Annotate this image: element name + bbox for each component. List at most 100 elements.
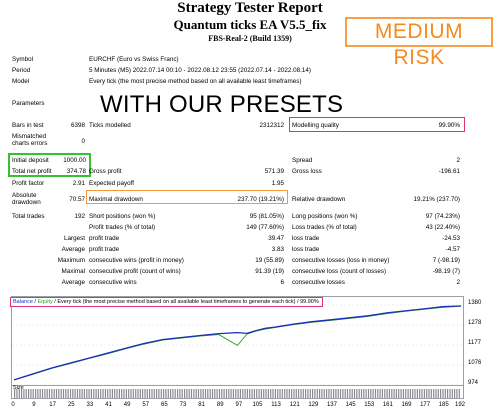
average-loss-trade-value: -4.57 [445,246,460,253]
x-tick-label: 169 [401,402,412,408]
size-bar [97,389,99,398]
size-bar [74,389,76,398]
gross-profit-value: 571.39 [264,168,284,175]
quality-label: Modelling quality [292,122,339,129]
mismatched-value: 0 [81,138,85,145]
average-consecutive-losses-value: 2 [456,279,460,286]
max-consecutive-wins-label: consecutive wins (profit in money) [89,257,184,264]
size-bar [172,389,174,398]
loss-trades-value: 43 (22.40%) [425,224,460,231]
size-bar [288,389,290,398]
x-tick-label: 161 [382,402,393,408]
size-bar [93,389,95,398]
maximal-label: Maximal [61,268,85,275]
size-bar [116,389,118,398]
size-bar [381,389,383,398]
size-bar [435,389,437,398]
parameters-label: Parameters [12,100,45,107]
average-label: Average [61,246,85,253]
max-consecutive-losses-label: consecutive losses (loss in money) [292,257,390,264]
size-bar [447,389,449,398]
legend-description: / Every tick (the most precise method ba… [52,299,319,305]
size-bar [72,389,74,398]
size-bar [90,389,92,398]
size-bar [430,389,432,398]
size-bar [393,389,395,398]
size-bar [458,389,460,398]
size-bar [216,389,218,398]
size-bar [279,389,281,398]
size-bar [44,389,46,398]
size-bar [256,389,258,398]
size-bar [372,389,374,398]
size-bar [30,389,32,398]
size-bar [270,389,272,398]
size-bar [449,389,451,398]
presets-overlay-text: WITH OUR PRESETS [100,91,344,118]
gross-profit-label: Gross profit [89,168,122,175]
size-bar [104,389,106,398]
size-bar [316,389,318,398]
size-label: Size [13,385,24,391]
size-bar [333,389,335,398]
size-bar [209,389,211,398]
quality-value: 99.90% [438,122,460,129]
short-positions-value: 95 (81.05%) [249,213,284,220]
y-tick-label: 1380 [468,300,482,306]
size-bar [225,389,228,398]
size-bar [195,389,197,398]
max-drawdown-value: 237.70 (19.21%) [237,196,284,203]
size-bar [295,389,297,398]
size-bar [204,389,207,398]
size-bar [46,389,48,398]
size-bar [384,389,386,398]
maximal-consecutive-loss-label: consecutive loss (count of losses) [292,268,387,275]
size-bar [367,389,370,398]
size-bar [62,389,65,398]
size-bar [76,389,79,398]
x-tick-label: 105 [252,402,263,408]
absolute-drawdown-label-2: drawdown [12,199,41,206]
size-bar [363,389,365,398]
size-bar [128,389,130,398]
size-bar [440,389,442,398]
size-bar [426,389,428,398]
size-bar [237,389,239,398]
size-bar [83,389,85,398]
size-bar [386,389,388,398]
size-bar [130,389,132,398]
size-bar [414,389,416,398]
size-bar [442,389,444,398]
size-bar [200,389,202,398]
size-bar [174,389,176,398]
size-bar [246,389,248,398]
max-consecutive-wins-value: 19 (55.89) [255,257,284,264]
spread-label: Spread [292,157,313,164]
size-bar [346,389,349,398]
size-bar [437,389,439,398]
x-tick-label: 185 [438,402,449,408]
size-bar [142,389,144,398]
size-bar [51,389,53,398]
size-bar [65,389,67,398]
size-bar [267,389,269,398]
size-bar [165,389,167,398]
size-bar [184,389,186,398]
size-bar [428,389,430,398]
size-bar [111,389,113,398]
size-bar [81,389,83,398]
size-bar [307,389,309,398]
size-bar [300,389,302,398]
gross-loss-label: Gross loss [292,168,322,175]
size-bar [107,389,109,398]
x-tick-label: 121 [289,402,300,408]
y-tick-label: 1076 [468,360,482,366]
maximal-consecutive-loss-value: -98.19 (7) [432,268,460,275]
size-bar [186,389,188,398]
profit-factor-value: 2.91 [72,180,85,187]
legend-equity: Equity [37,299,53,305]
size-bar [139,389,141,398]
size-bar [277,389,279,398]
y-tick-label: 974 [468,380,479,386]
size-bar [207,389,209,398]
